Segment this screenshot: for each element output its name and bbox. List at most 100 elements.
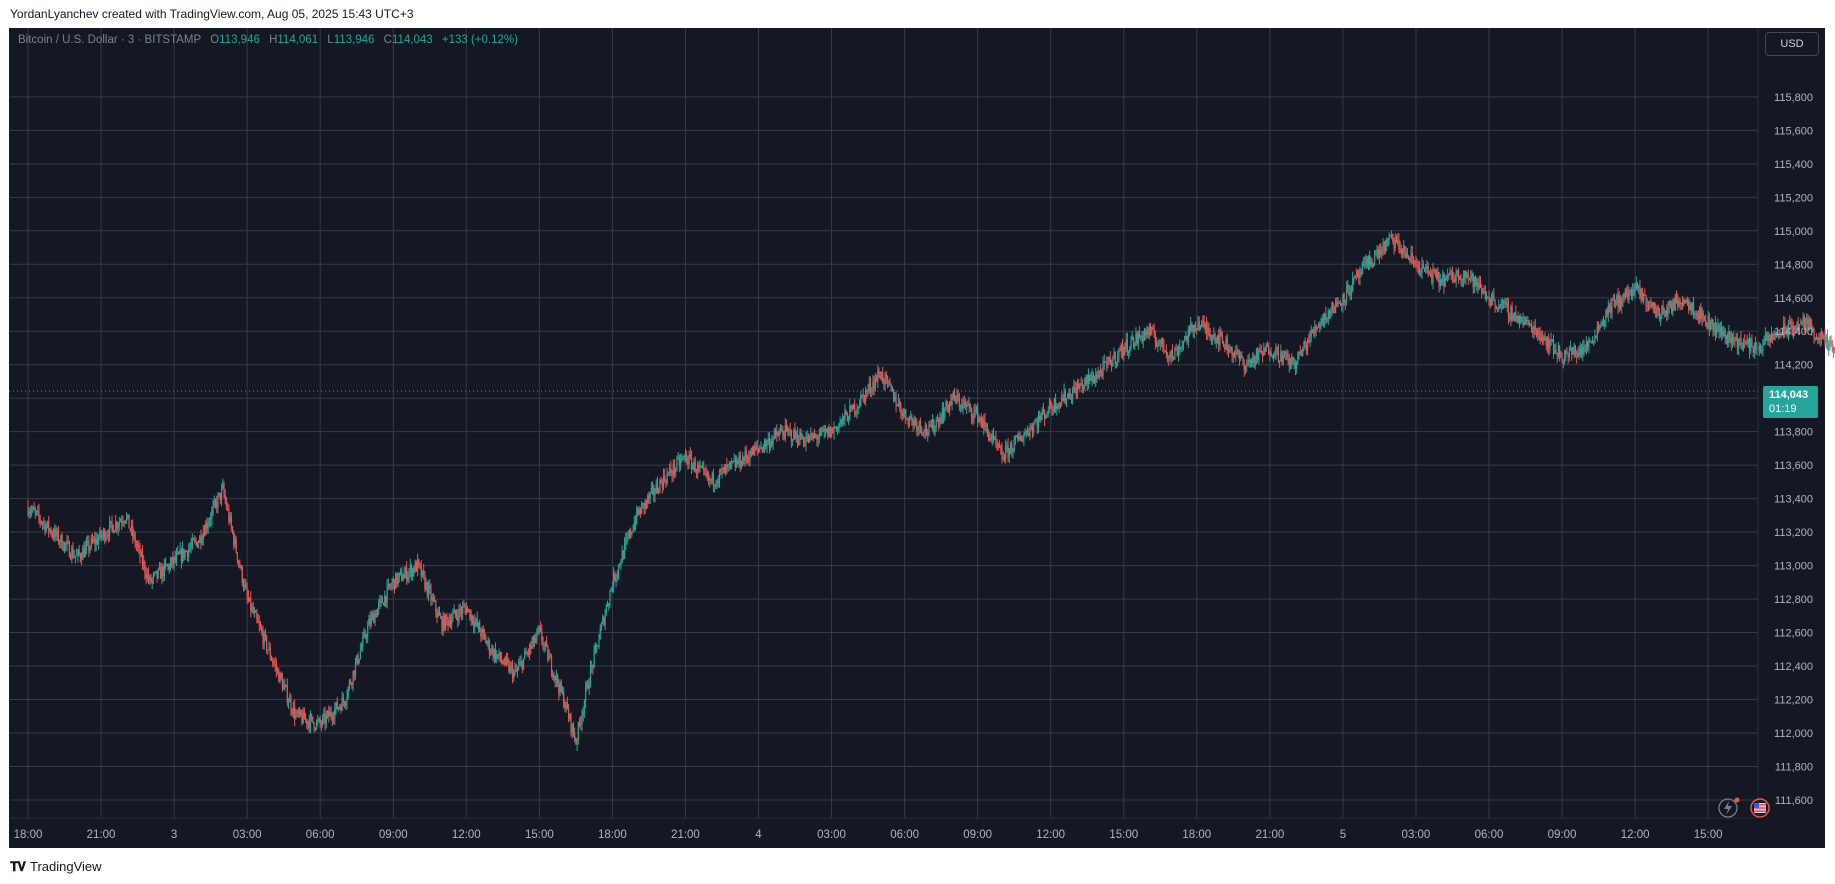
author-credit: YordanLyanchev created with TradingView.… bbox=[10, 7, 414, 21]
candle-body bbox=[487, 640, 489, 644]
candle-body bbox=[1821, 331, 1824, 339]
candle-body bbox=[1193, 325, 1195, 332]
currency-button[interactable]: USD bbox=[1765, 32, 1819, 56]
candle-body bbox=[1253, 356, 1255, 366]
candle-body bbox=[1101, 371, 1103, 376]
candle-body bbox=[642, 502, 644, 505]
candle-body bbox=[885, 374, 887, 377]
candle-body bbox=[388, 584, 391, 587]
candle-body bbox=[917, 427, 919, 431]
candle-body bbox=[1498, 306, 1500, 309]
candle-body bbox=[1745, 341, 1747, 343]
candle-body bbox=[1742, 340, 1745, 348]
candle-body bbox=[936, 418, 939, 421]
symbol-name[interactable]: Bitcoin / U.S. Dollar · 3 · BITSTAMP bbox=[18, 34, 201, 46]
candle-body bbox=[1203, 321, 1205, 328]
candle-body bbox=[1052, 409, 1054, 412]
candle-body bbox=[302, 711, 304, 724]
candle-body bbox=[1830, 341, 1832, 343]
candle-body bbox=[992, 434, 995, 439]
candle-body bbox=[246, 588, 248, 598]
candle-body bbox=[172, 557, 174, 564]
candle-body bbox=[1501, 301, 1503, 303]
candle-body bbox=[1506, 303, 1508, 306]
candle-body bbox=[1197, 321, 1199, 330]
candle-body bbox=[1684, 299, 1686, 304]
symbol-legend[interactable]: Bitcoin / U.S. Dollar · 3 · BITSTAMP O11… bbox=[18, 34, 518, 46]
chart-pane[interactable] bbox=[9, 28, 1825, 848]
candle-body bbox=[952, 391, 954, 399]
tradingview-logo[interactable]: 𝐓𝐕 TradingView bbox=[10, 859, 102, 875]
candle-body bbox=[690, 456, 693, 469]
candle-body bbox=[548, 656, 550, 661]
candle-body bbox=[901, 413, 903, 416]
candle-body bbox=[998, 446, 1001, 448]
candle-body bbox=[1333, 312, 1335, 314]
candle-body bbox=[1202, 321, 1204, 323]
candle-body bbox=[290, 698, 292, 711]
candle-body bbox=[390, 586, 392, 588]
candle-body bbox=[474, 621, 476, 627]
candle-body bbox=[1062, 397, 1064, 402]
candle-body bbox=[1120, 344, 1122, 351]
candle-body bbox=[459, 608, 461, 612]
candle-body bbox=[860, 396, 862, 406]
candle-body bbox=[1628, 291, 1630, 300]
candle-body bbox=[1606, 310, 1608, 315]
candle-body bbox=[682, 456, 684, 459]
candle-body bbox=[638, 509, 640, 514]
candle-body bbox=[641, 504, 643, 514]
candle-body bbox=[1180, 346, 1182, 348]
price-tick-label: 112,200 bbox=[1774, 695, 1813, 707]
candle-body bbox=[510, 665, 512, 667]
candle-body bbox=[1003, 457, 1006, 460]
candle-body bbox=[1550, 340, 1552, 342]
candle-body bbox=[989, 437, 991, 441]
candle-body bbox=[1281, 351, 1283, 363]
candle-body bbox=[922, 432, 924, 434]
candle-body bbox=[1784, 323, 1786, 334]
candle-body bbox=[1044, 412, 1046, 419]
candle-body bbox=[373, 613, 375, 624]
candle-body bbox=[1503, 301, 1505, 303]
us-flag-icon[interactable] bbox=[1750, 798, 1770, 818]
candle-body bbox=[424, 574, 426, 590]
candle-body bbox=[1533, 326, 1535, 333]
candle-body bbox=[643, 502, 645, 509]
candle-body bbox=[105, 536, 107, 541]
candle-body bbox=[469, 609, 471, 620]
candle-body bbox=[588, 685, 590, 689]
candle-body bbox=[828, 427, 830, 437]
lightning-icon[interactable] bbox=[1718, 797, 1740, 818]
candle-body bbox=[1070, 398, 1072, 400]
price-tick-label: 115,400 bbox=[1774, 159, 1813, 171]
time-tick-label: 21:00 bbox=[87, 829, 116, 841]
candle-body bbox=[765, 440, 767, 447]
candle-body bbox=[1804, 323, 1807, 330]
candle-body bbox=[781, 429, 783, 432]
candle-body bbox=[1762, 345, 1764, 351]
candle-body bbox=[1814, 338, 1816, 340]
candle-body bbox=[844, 410, 846, 421]
candle-body bbox=[1813, 329, 1815, 339]
candle-body bbox=[1187, 329, 1189, 342]
candle-body bbox=[124, 520, 126, 523]
candle-body bbox=[1779, 332, 1781, 336]
candle-body bbox=[269, 647, 271, 658]
price-tick-label: 112,800 bbox=[1774, 594, 1813, 606]
candle-body bbox=[576, 740, 578, 744]
time-tick-label: 06:00 bbox=[306, 829, 335, 841]
candle-body bbox=[435, 600, 437, 612]
candle-body bbox=[1384, 245, 1387, 252]
candle-body bbox=[1184, 340, 1186, 342]
candle-body bbox=[129, 528, 131, 531]
candle-body bbox=[785, 425, 788, 429]
candle-body bbox=[1723, 331, 1725, 333]
candle-body bbox=[296, 710, 298, 715]
candle-body bbox=[757, 448, 760, 450]
candle-body bbox=[1741, 347, 1743, 349]
candle-body bbox=[625, 539, 627, 543]
candle-body bbox=[1008, 448, 1010, 457]
candle-body bbox=[1420, 271, 1422, 274]
